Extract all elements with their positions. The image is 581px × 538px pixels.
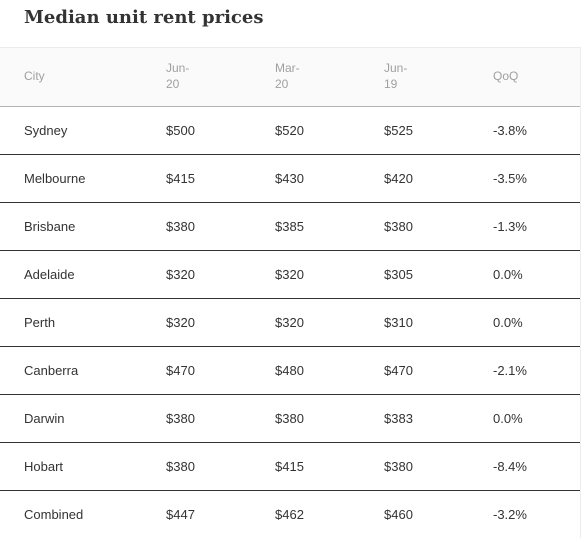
table-header: City Jun- 20 Mar- 20 Jun- 19 QoQ (0, 47, 580, 107)
value-cell: $320 (166, 315, 195, 330)
column-header-label: 20 (166, 77, 180, 91)
table-body: Sydney $500 $520 $525 -3.8% Melbourne $415 $430… (0, 107, 580, 538)
value-cell: $470 (166, 363, 195, 378)
value-cell: $380 (275, 411, 304, 426)
city-cell: Perth (24, 315, 56, 330)
column-header-label: 19 (384, 77, 398, 91)
column-header-label: Jun- (166, 61, 190, 75)
table-row: Melbourne $415 $430 $420 -3.5% (0, 155, 580, 203)
value-cell: $525 (384, 123, 413, 138)
value-cell: -3.8% (493, 123, 527, 138)
city-cell: Brisbane (24, 219, 76, 234)
table-row: Combined $447 $462 $460 -3.2% (0, 491, 580, 538)
column-header-qoq: QoQ (493, 68, 518, 84)
value-cell: 0.0% (493, 267, 523, 282)
value-cell: $380 (166, 459, 195, 474)
table-row: Brisbane $380 $385 $380 -1.3% (0, 203, 580, 251)
value-cell: $320 (275, 267, 304, 282)
column-header-jun-20: Jun- 20 (166, 60, 189, 92)
rent-table: City Jun- 20 Mar- 20 Jun- 19 QoQ Sydney $… (0, 47, 581, 538)
value-cell: -1.3% (493, 219, 527, 234)
value-cell: $385 (275, 219, 304, 234)
table-row: Canberra $470 $480 $470 -2.1% (0, 347, 580, 395)
value-cell: $430 (275, 171, 304, 186)
value-cell: $380 (166, 219, 195, 234)
page-title: Median unit rent prices (24, 7, 264, 28)
city-cell: Combined (24, 507, 84, 522)
value-cell: $500 (166, 123, 195, 138)
value-cell: $310 (384, 315, 413, 330)
value-cell: $380 (384, 219, 413, 234)
column-header-jun-19: Jun- 19 (384, 60, 407, 92)
value-cell: $520 (275, 123, 304, 138)
value-cell: $380 (166, 411, 195, 426)
value-cell: -8.4% (493, 459, 527, 474)
table-row: Perth $320 $320 $310 0.0% (0, 299, 580, 347)
value-cell: $460 (384, 507, 413, 522)
table-row: Sydney $500 $520 $525 -3.8% (0, 107, 580, 155)
column-header-city: City (24, 68, 45, 84)
table-row: Darwin $380 $380 $383 0.0% (0, 395, 580, 443)
city-cell: Melbourne (24, 171, 86, 186)
value-cell: $305 (384, 267, 413, 282)
value-cell: $462 (275, 507, 304, 522)
city-cell: Darwin (24, 411, 65, 426)
table-row: Adelaide $320 $320 $305 0.0% (0, 251, 580, 299)
column-header-mar-20: Mar- 20 (275, 60, 300, 92)
city-cell: Canberra (24, 363, 79, 378)
value-cell: $415 (275, 459, 304, 474)
value-cell: -3.5% (493, 171, 527, 186)
value-cell: $415 (166, 171, 195, 186)
value-cell: $470 (384, 363, 413, 378)
column-header-label: Jun- (384, 61, 408, 75)
column-header-label: City (24, 69, 45, 83)
city-cell: Adelaide (24, 267, 75, 282)
city-cell: Sydney (24, 123, 68, 138)
city-cell: Hobart (24, 459, 64, 474)
table-row: Hobart $380 $415 $380 -8.4% (0, 443, 580, 491)
value-cell: 0.0% (493, 411, 523, 426)
column-header-label: 20 (275, 77, 289, 91)
value-cell: $480 (275, 363, 304, 378)
value-cell: $380 (384, 459, 413, 474)
value-cell: $447 (166, 507, 195, 522)
value-cell: 0.0% (493, 315, 523, 330)
value-cell: $420 (384, 171, 413, 186)
value-cell: -2.1% (493, 363, 527, 378)
column-header-label: QoQ (493, 69, 519, 83)
value-cell: -3.2% (493, 507, 527, 522)
value-cell: $383 (384, 411, 413, 426)
value-cell: $320 (275, 315, 304, 330)
column-header-label: Mar- (275, 61, 300, 75)
value-cell: $320 (166, 267, 195, 282)
